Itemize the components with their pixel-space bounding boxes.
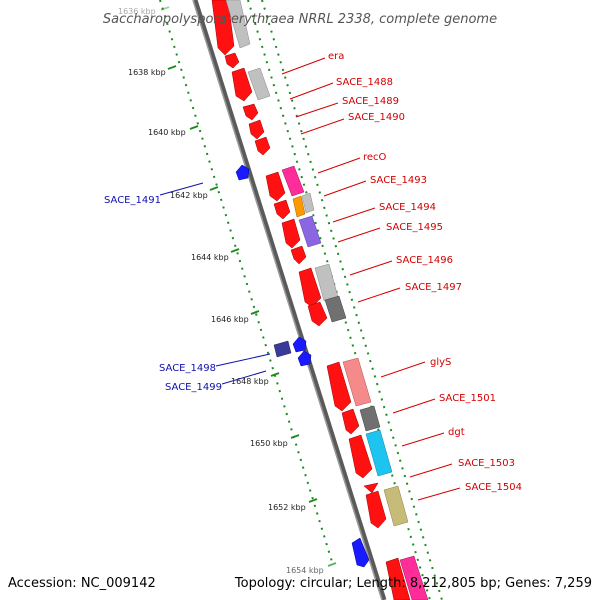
gene-label-sace-1491[interactable]: SACE_1491 [104, 195, 161, 206]
gene-label-sace-1495[interactable]: SACE_1495 [386, 222, 443, 233]
gene-label-sace-1503[interactable]: SACE_1503 [458, 458, 515, 469]
gene-feature [363, 482, 379, 494]
gene-label-reco[interactable]: recO [363, 152, 387, 163]
gene-feature [247, 67, 271, 101]
gene-feature [385, 557, 411, 600]
kbp-tick-1648: 1648 kbp [231, 372, 280, 386]
gene-label-sace-1504[interactable]: SACE_1504 [465, 482, 522, 493]
gene-label-sace-1494[interactable]: SACE_1494 [379, 202, 436, 213]
gene-feature [383, 485, 409, 527]
label-leaders-left [159, 182, 271, 385]
gene-feature [365, 490, 387, 529]
category-track [225, 0, 429, 600]
kbp-tick-1640: 1640 kbp [148, 125, 199, 137]
kbp-tick-label: 1642 kbp [170, 191, 208, 200]
cds-track-blue [235, 164, 370, 568]
kbp-tick-1652: 1652 kbp [268, 498, 318, 512]
kbp-tick-1650: 1650 kbp [250, 434, 300, 448]
gene-feature [242, 103, 259, 121]
gene-feature [298, 215, 322, 248]
gene-feature [281, 218, 301, 249]
inner-dotted-track-2 [261, 0, 443, 600]
kbp-tick-label: 1644 kbp [191, 253, 229, 262]
kbp-tick-label: 1648 kbp [231, 377, 269, 386]
gene-feature [211, 0, 235, 56]
gene-feature [326, 361, 352, 412]
gene-feature [298, 267, 322, 308]
gene-feature [399, 555, 429, 600]
kbp-tick-1644: 1644 kbp [191, 248, 240, 262]
kbp-tick-label: 1638 kbp [128, 68, 166, 77]
gene-label-glys[interactable]: glyS [430, 357, 451, 368]
gene-feature [341, 408, 360, 435]
gene-feature [365, 429, 393, 477]
kbp-tick-1638: 1638 kbp [128, 65, 177, 77]
gene-label-sace-1493[interactable]: SACE_1493 [370, 175, 427, 186]
topology-text: Topology: circular; Length: 8,212,805 bp… [234, 576, 592, 591]
gene-feature [273, 199, 291, 220]
kbp-tick-label: 1636 kbp [118, 7, 156, 16]
gene-feature [359, 405, 381, 432]
gene-labels-left: SACE_1491 SACE_1498 SACE_1499 [104, 195, 222, 393]
kbp-tick-label: 1654 kbp [286, 566, 324, 575]
kbp-tick-label: 1640 kbp [148, 128, 186, 137]
gene-labels-right: era SACE_1488 SACE_1489 SACE_1490 recO S… [328, 51, 522, 493]
gene-feature [351, 537, 370, 568]
gene-feature [231, 67, 253, 102]
gene-feature [292, 195, 306, 218]
gene-feature [235, 164, 250, 181]
gene-feature [297, 350, 312, 367]
kbp-tick-label: 1650 kbp [250, 439, 288, 448]
gene-label-sace-1488[interactable]: SACE_1488 [336, 77, 393, 88]
gene-feature [307, 301, 328, 327]
kbp-tick-1646: 1646 kbp [211, 310, 260, 324]
gene-feature [290, 245, 307, 265]
gene-label-sace-1498[interactable]: SACE_1498 [159, 363, 216, 374]
gene-feature [348, 434, 373, 479]
gene-label-era[interactable]: era [328, 51, 344, 62]
gene-label-sace-1499[interactable]: SACE_1499 [165, 382, 222, 393]
gene-label-dgt[interactable]: dgt [448, 427, 465, 438]
gene-feature [248, 119, 265, 140]
kbp-tick-label: 1646 kbp [211, 315, 249, 324]
cds-track-red [211, 0, 411, 600]
kbp-ticks: 1636 kbp 1638 kbp 1640 kbp 1642 kbp 1644… [118, 6, 337, 575]
label-leaders-right [281, 57, 461, 501]
gene-label-sace-1497[interactable]: SACE_1497 [405, 282, 462, 293]
gene-feature [292, 336, 307, 353]
gene-label-sace-1489[interactable]: SACE_1489 [342, 96, 399, 107]
gene-feature [254, 136, 271, 156]
kbp-tick-label: 1652 kbp [268, 503, 306, 512]
kbp-tick-1642: 1642 kbp [170, 186, 219, 200]
gene-feature [225, 0, 251, 49]
gene-feature [273, 340, 292, 358]
accession-text: Accession: NC_009142 [8, 576, 156, 591]
map-title: Saccharopolyspora erythraea NRRL 2338, c… [103, 12, 497, 27]
gene-feature [301, 192, 315, 214]
kbp-tick-1636: 1636 kbp [118, 6, 170, 16]
gene-feature [265, 171, 286, 202]
gene-feature [324, 295, 347, 323]
gene-label-sace-1490[interactable]: SACE_1490 [348, 112, 405, 123]
gene-feature [224, 52, 240, 69]
gene-feature [281, 165, 305, 197]
gene-label-sace-1501[interactable]: SACE_1501 [439, 393, 496, 404]
backbone [192, 0, 387, 600]
gene-feature [342, 357, 372, 407]
kbp-tick-1654: 1654 kbp [286, 562, 337, 575]
gene-label-sace-1496[interactable]: SACE_1496 [396, 255, 453, 266]
